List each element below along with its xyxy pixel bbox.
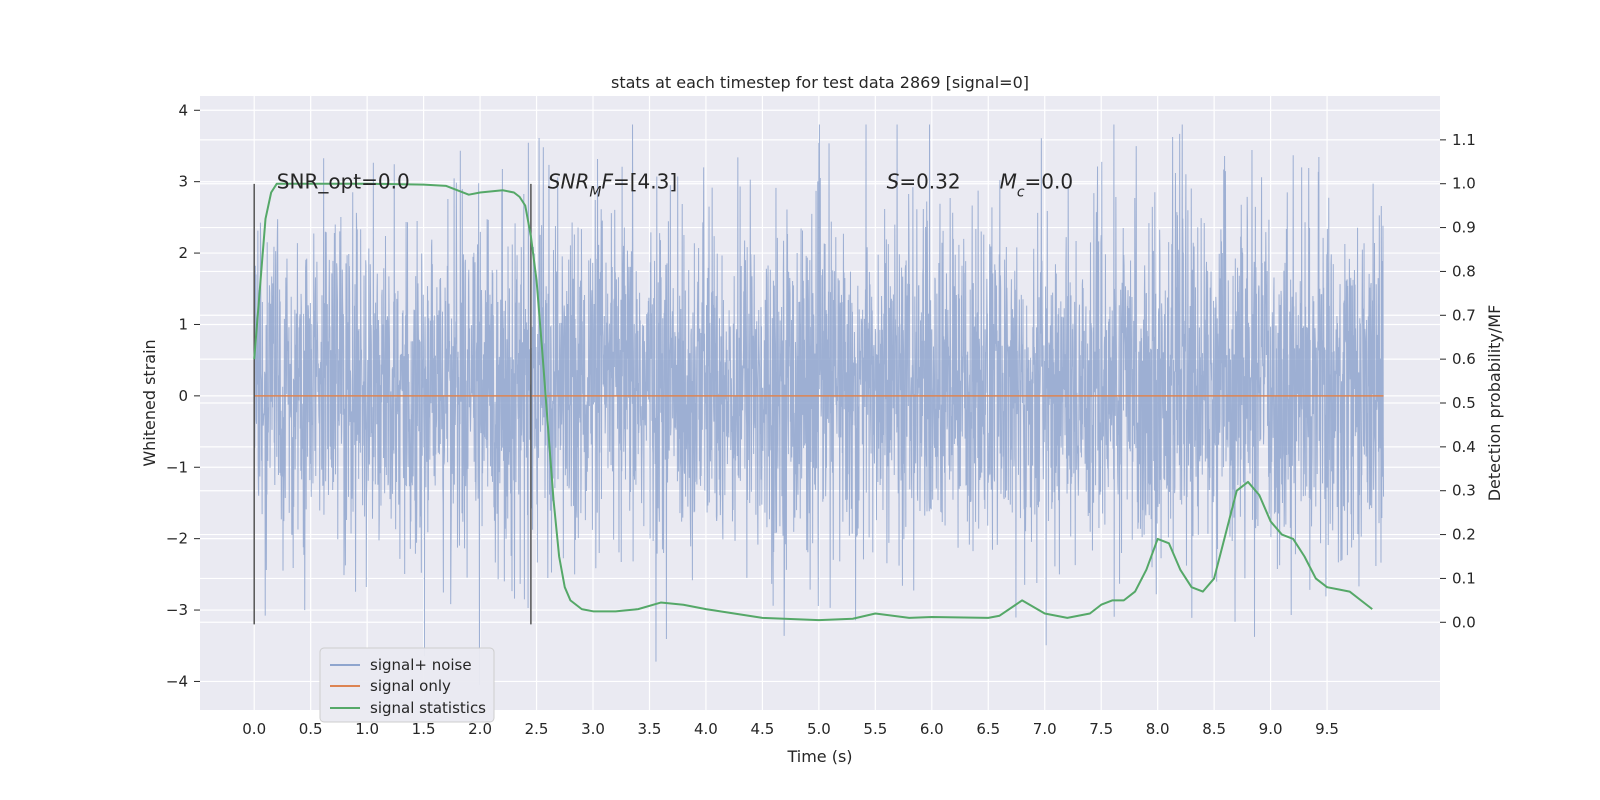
x-tick-label: 0.0 — [242, 720, 266, 738]
statistics-series — [253, 182, 1373, 622]
x-tick-label: 2.0 — [468, 720, 492, 738]
annotation: Mc=0.0 — [1000, 170, 1074, 201]
right-tick-label: 0.1 — [1452, 569, 1476, 587]
x-axis-label: Time (s) — [786, 747, 852, 766]
noise-trace — [253, 124, 1385, 686]
left-tick-label: −2 — [166, 530, 188, 548]
right-tick-label: 0.3 — [1452, 482, 1476, 500]
left-tick-label: −3 — [166, 601, 188, 619]
x-tick-label: 9.0 — [1259, 720, 1283, 738]
left-axis-ticks: −4 −3 −2 −1 0 1 2 3 4 — [166, 101, 200, 690]
x-tick-label: 9.5 — [1315, 720, 1339, 738]
annotation: SNR_opt=0.0 — [277, 170, 410, 194]
x-tick-label: 3.5 — [638, 720, 662, 738]
x-tick-label: 1.0 — [355, 720, 379, 738]
left-axis-label: Whitened strain — [140, 339, 159, 466]
left-tick-label: −1 — [166, 458, 188, 476]
x-tick-label: 6.0 — [920, 720, 944, 738]
x-tick-label: 3.0 — [581, 720, 605, 738]
left-tick-label: 4 — [178, 101, 188, 119]
right-tick-label: 1.1 — [1452, 131, 1476, 149]
x-tick-label: 8.5 — [1202, 720, 1226, 738]
right-axis-label: Detection probability/MF — [1485, 305, 1504, 502]
x-tick-label: 2.5 — [525, 720, 549, 738]
chart-title: stats at each timestep for test data 286… — [611, 73, 1029, 92]
annotation: SNRMF=[4.3] — [548, 170, 677, 201]
right-tick-label: 1.0 — [1452, 175, 1476, 193]
noise-series — [253, 124, 1385, 686]
right-axis-ticks: 0.0 0.1 0.2 0.3 0.4 0.5 0.6 0.7 0.8 0.9 1.0 1.1 — [1440, 131, 1476, 631]
legend-label-signal-only: signal only — [370, 677, 451, 695]
legend: signal+ noise signal only signal statist… — [319, 647, 495, 723]
left-tick-label: −4 — [166, 672, 188, 690]
legend-box — [319, 647, 495, 723]
left-tick-label: 1 — [178, 315, 188, 333]
marker-lines — [253, 183, 532, 625]
x-tick-label: 5.5 — [863, 720, 887, 738]
legend-label-noise: signal+ noise — [370, 656, 472, 674]
x-tick-label: 6.5 — [976, 720, 1000, 738]
right-tick-label: 0.7 — [1452, 306, 1476, 324]
x-tick-label: 4.5 — [750, 720, 774, 738]
legend-label-statistics: signal statistics — [370, 699, 486, 717]
right-tick-label: 0.5 — [1452, 394, 1476, 412]
right-tick-label: 0.0 — [1452, 613, 1476, 631]
left-tick-label: 2 — [178, 244, 188, 262]
x-tick-label: 8.0 — [1146, 720, 1170, 738]
right-tick-label: 0.4 — [1452, 438, 1476, 456]
right-tick-label: 0.8 — [1452, 262, 1476, 280]
x-tick-label: 5.0 — [807, 720, 831, 738]
left-tick-label: 0 — [178, 387, 188, 405]
annotations: SNR_opt=0.0 SNRMF=[4.3] S=0.32 Mc=0.0 — [277, 170, 1073, 201]
statistics-curve — [253, 182, 1373, 622]
right-tick-label: 0.9 — [1452, 219, 1476, 237]
x-tick-label: 4.0 — [694, 720, 718, 738]
x-tick-label: 0.5 — [299, 720, 323, 738]
right-tick-label: 0.6 — [1452, 350, 1476, 368]
annotation: S=0.32 — [887, 170, 961, 194]
x-axis-ticks: 0.0 0.5 1.0 1.5 2.0 2.5 3.0 3.5 4.0 4.5 5.0 5.5 6.0 6… — [242, 720, 1339, 738]
left-tick-label: 3 — [178, 173, 188, 191]
x-tick-label: 7.0 — [1033, 720, 1057, 738]
x-tick-label: 7.5 — [1089, 720, 1113, 738]
x-tick-label: 1.5 — [412, 720, 436, 738]
right-tick-label: 0.2 — [1452, 526, 1476, 544]
